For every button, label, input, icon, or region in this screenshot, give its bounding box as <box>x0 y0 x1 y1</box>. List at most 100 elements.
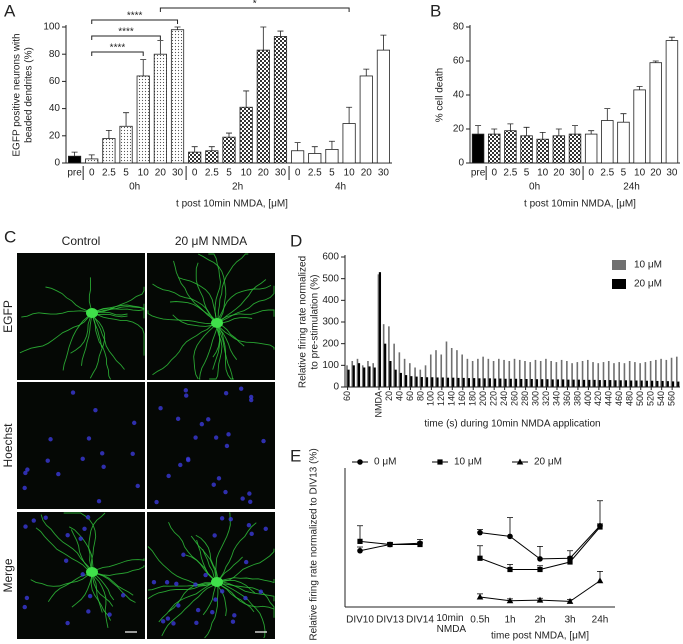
dendrite <box>195 534 218 583</box>
x-tick-label: 30 <box>172 168 184 179</box>
bar <box>503 359 505 387</box>
point <box>476 593 484 600</box>
y-tick-label: 400 <box>322 295 339 306</box>
legend-marker <box>357 459 363 465</box>
bar <box>609 380 612 387</box>
significance-label: * <box>253 0 257 10</box>
bar <box>222 136 236 164</box>
nucleus <box>193 582 198 587</box>
dendrite <box>19 312 93 354</box>
bar <box>376 49 390 164</box>
bar <box>577 379 580 387</box>
error-bar <box>311 146 318 154</box>
x-tick-label: 30 <box>569 168 581 179</box>
nucleus <box>48 437 53 442</box>
nucleus <box>243 559 249 565</box>
bar <box>393 343 395 387</box>
point <box>387 541 393 548</box>
dendrite <box>21 310 93 318</box>
error-bar <box>539 132 546 140</box>
nucleus <box>216 476 222 481</box>
x-tick-label: 260 <box>509 391 519 406</box>
x-tick-label-line: 10min <box>436 613 463 624</box>
y-tick-label: 0 <box>333 382 339 393</box>
y-tick-label: 60 <box>49 76 61 87</box>
bar <box>524 361 526 387</box>
nucleus <box>183 388 189 393</box>
nucleus <box>228 516 233 522</box>
bar <box>188 151 202 164</box>
nucleus <box>56 471 61 477</box>
nucleus <box>45 458 50 463</box>
bar <box>205 150 219 164</box>
x-tick-label: 360 <box>562 391 572 406</box>
bar <box>461 354 463 387</box>
dendrite <box>216 322 275 350</box>
point <box>536 596 544 603</box>
x-axis-label: t post 10min NMDA, [μM] <box>176 199 288 210</box>
bar <box>550 361 552 387</box>
x-tick-label: 2.5 <box>600 168 614 179</box>
dendrite <box>70 529 93 573</box>
error-bar <box>191 146 198 153</box>
y-tick-label: 300 <box>322 317 339 328</box>
bar <box>656 380 659 387</box>
column-label: 20 μM NMDA <box>175 234 247 248</box>
x-tick-label: 500 <box>635 391 645 406</box>
bar <box>483 378 486 387</box>
nucleus <box>86 436 92 441</box>
dendrite <box>216 322 245 347</box>
x-tick-label: NMDA <box>373 391 383 418</box>
x-tick-label: 380 <box>572 391 582 406</box>
dendrite <box>216 322 233 380</box>
x-tick-label: 80 <box>415 391 425 401</box>
nucleus <box>130 451 135 457</box>
error-bar <box>357 525 363 542</box>
soma <box>86 308 98 318</box>
nucleus <box>248 397 254 403</box>
bar <box>410 376 413 387</box>
bar <box>239 106 253 164</box>
bar <box>389 361 392 387</box>
bar <box>462 377 465 387</box>
dendrite <box>91 312 112 380</box>
significance-bracket <box>159 7 350 12</box>
y-axis-label: to pre-stimulation (%) <box>310 274 321 369</box>
error-bar <box>597 500 603 526</box>
x-tick-label: 10 <box>138 168 150 179</box>
nucleus <box>263 526 268 531</box>
x-tick-label: 5 <box>123 168 129 179</box>
nucleus <box>120 593 126 598</box>
x-tick-label: 10 <box>344 168 356 179</box>
nucleus <box>43 515 48 520</box>
nucleus <box>154 499 159 505</box>
row-label: Hoechst <box>1 423 15 468</box>
point <box>507 566 513 573</box>
bar <box>582 379 586 387</box>
dendrite <box>81 312 93 366</box>
bar <box>613 363 615 387</box>
y-axis-label: Relative firing rate normalized to DIV13… <box>309 448 320 640</box>
error-bar <box>294 142 301 151</box>
bar <box>555 362 558 387</box>
dendrite <box>45 286 93 314</box>
nucleus <box>96 499 102 504</box>
x-axis-label: time post NMDA, [μM] <box>491 631 589 642</box>
x-tick-label: 0 <box>192 168 198 179</box>
dendrite <box>195 262 218 324</box>
point <box>537 566 543 573</box>
y-tick-label: 40 <box>453 90 465 101</box>
significance-label: **** <box>127 11 143 22</box>
bar <box>568 133 582 164</box>
bar <box>382 324 385 387</box>
x-tick-label: 540 <box>656 391 666 406</box>
dendrite <box>68 526 94 573</box>
x-tick-label: 0.5h <box>470 615 489 626</box>
legend-label: 10 μM <box>634 260 662 271</box>
significance-label: **** <box>118 27 134 38</box>
bar <box>619 380 622 387</box>
bar <box>435 350 437 387</box>
bar <box>593 379 596 387</box>
bar <box>450 348 453 387</box>
